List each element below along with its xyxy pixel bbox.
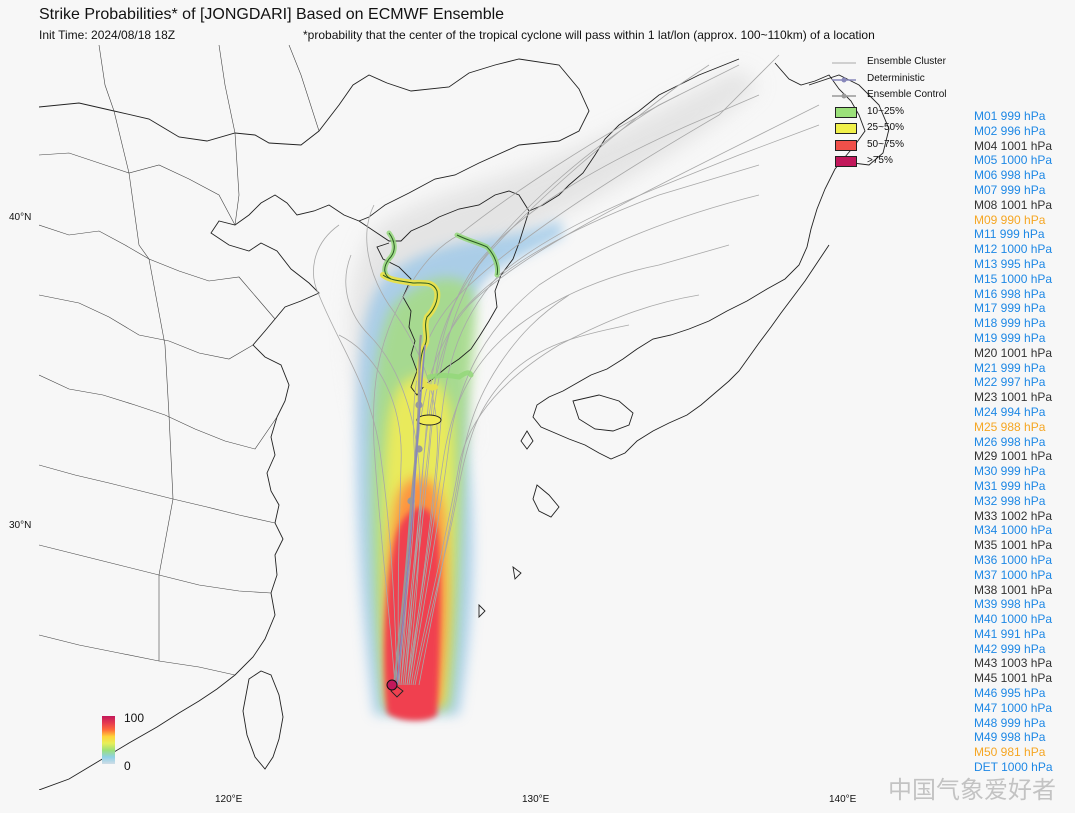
member-entry: M36 1000 hPa [974,552,1053,567]
legend-bin-label: 10~25% [867,105,904,117]
member-entry: M04 1001 hPa [974,138,1053,153]
legend-bin-label: 50~75% [867,138,904,150]
member-entry: M39 998 hPa [974,597,1046,612]
member-entry: M02 996 hPa [974,123,1046,138]
member-entry: M18 999 hPa [974,316,1046,331]
member-entry: M07 999 hPa [974,182,1046,197]
member-entry: M34 1000 hPa [974,523,1053,538]
probability-contours-outline [382,232,498,426]
deterministic-line-icon [832,77,856,82]
legend-deterministic-label: Deterministic [867,72,925,84]
member-entry: M20 1001 hPa [974,345,1053,360]
member-entry: M40 1000 hPa [974,612,1053,627]
lon-label-120e: 120°E [215,794,243,805]
member-entry: M23 1001 hPa [974,390,1053,405]
member-entry: M05 1000 hPa [974,153,1053,168]
member-entry: M11 999 hPa [974,227,1045,242]
cluster-line-icon [832,62,856,64]
member-entry: M15 1000 hPa [974,271,1053,286]
member-entry: M06 998 hPa [974,168,1046,183]
member-entry: M30 999 hPa [974,464,1046,479]
member-entry: M21 999 hPa [974,360,1046,375]
map-canvas [39,45,890,790]
legend-cluster-label: Ensemble Cluster [867,56,946,67]
lon-label-130e: 130°E [522,794,550,805]
member-entry: M33 1002 hPa [974,508,1053,523]
bin-swatch [835,106,857,118]
member-entry: M38 1001 hPa [974,582,1053,597]
member-entry: M09 990 hPa [974,212,1046,227]
member-entry: M26 998 hPa [974,434,1046,449]
member-entry: M35 1001 hPa [974,538,1053,553]
member-entry: M32 998 hPa [974,493,1046,508]
member-entry: M46 995 hPa [974,686,1046,701]
colorbar-max-label: 100 [124,711,145,725]
member-entry: M47 1000 hPa [974,700,1053,715]
member-entry: M49 998 hPa [974,730,1046,745]
member-entry: M24 994 hPa [974,404,1046,419]
initial-position-marker [386,679,398,691]
member-entry: M13 995 hPa [974,256,1046,271]
member-entry: M31 999 hPa [974,478,1046,493]
member-entry: M42 999 hPa [974,641,1046,656]
member-entry: M19 999 hPa [974,330,1046,345]
member-entry: DET 1000 hPa [974,760,1053,775]
bin-swatch [835,123,857,134]
legend-bin-label: >75% [867,155,893,166]
member-entry: M45 1001 hPa [974,671,1053,686]
member-entry: M22 997 hPa [974,375,1046,390]
lat-label-30n: 30°N [9,520,32,531]
legend-control-label: Ensemble Control [867,89,947,100]
member-entry: M29 1001 hPa [974,449,1053,464]
bin-swatch [835,156,857,167]
member-entry: M50 981 hPa [974,745,1046,760]
footnote: *probability that the center of the trop… [303,28,875,42]
init-time: Init Time: 2024/08/18 18Z [39,28,176,42]
member-entry: M48 999 hPa [974,715,1046,730]
legend-bin-label: 25~50% [867,122,904,133]
member-entry: M25 988 hPa [974,419,1046,434]
bin-swatch [835,139,857,151]
member-entry: M43 1003 hPa [974,656,1053,671]
colorbar-min-label: 0 [124,759,131,773]
lat-label-40n: 40°N [9,212,32,223]
probability-colorbar [102,716,115,764]
member-entry: M12 1000 hPa [974,242,1053,257]
member-pressure-list: M01 999 hPa M02 996 hPa M04 1001 hPa M05 10… [974,109,1053,775]
member-entry: M17 999 hPa [974,301,1046,316]
deterministic-track [396,344,426,686]
control-track [392,334,423,686]
control-line-icon [832,93,856,99]
member-entry: M41 991 hPa [974,626,1046,641]
watermark: 中国气象爱好者 [888,777,1056,804]
map-title: Strike Probabilities* of [JONGDARI] Base… [39,6,505,23]
member-entry: M01 999 hPa [974,109,1046,123]
member-entry: M16 998 hPa [974,286,1046,301]
lon-label-140e: 140°E [829,794,857,805]
member-entry: M37 1000 hPa [974,567,1053,582]
province-borders [39,45,320,676]
member-entry: M08 1001 hPa [974,197,1053,212]
